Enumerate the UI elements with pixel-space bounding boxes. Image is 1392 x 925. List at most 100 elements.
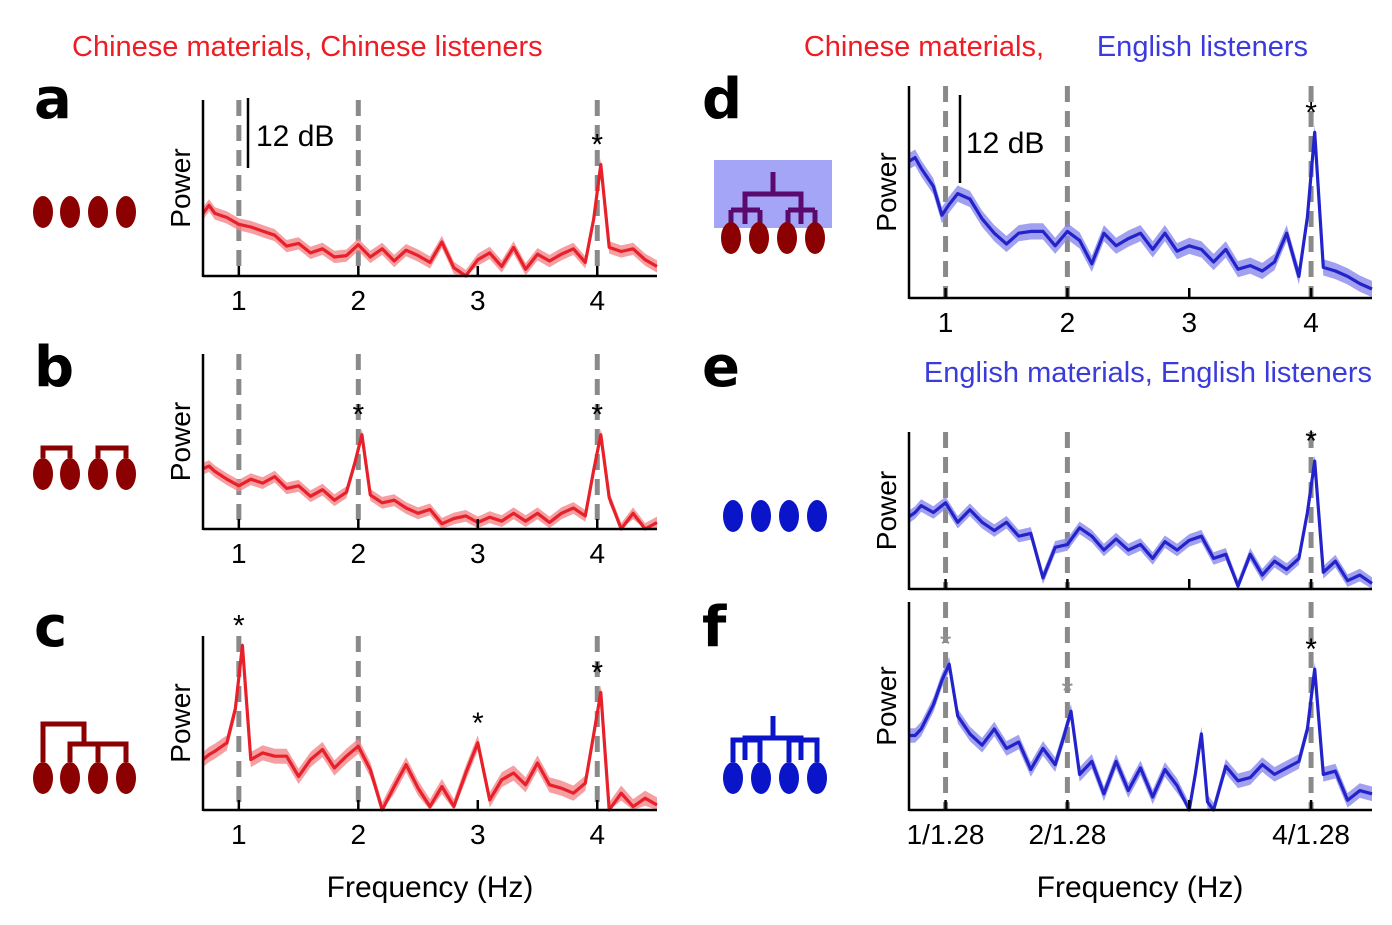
confidence-band xyxy=(203,642,657,810)
x-tick-label: 1 xyxy=(231,819,247,850)
header-panel-e: English materials, English listeners xyxy=(924,357,1372,389)
x-tick-label: 3 xyxy=(470,819,486,850)
panel-letter-b: b xyxy=(34,335,74,400)
syllable-oval xyxy=(777,222,797,254)
syllable-oval xyxy=(779,500,799,532)
syllable-oval xyxy=(807,500,827,532)
power-spectrum-line xyxy=(201,643,658,812)
x-tick-label: 1 xyxy=(231,538,247,569)
syllable-oval xyxy=(88,458,108,490)
y-axis-label: Power xyxy=(871,471,902,550)
syllable-oval xyxy=(88,196,108,228)
spectrum-panel-e: Power * xyxy=(871,425,1373,591)
syllable-sequence-icon xyxy=(33,196,136,228)
syllable-oval xyxy=(751,500,771,532)
confidence-band xyxy=(909,656,1372,810)
syllable-oval xyxy=(723,762,743,794)
y-axis-label: Power xyxy=(165,402,196,481)
significance-star: * xyxy=(591,128,603,161)
significance-star: * xyxy=(472,707,484,740)
significance-star: * xyxy=(1062,675,1074,708)
x-axis-label-left: Frequency (Hz) xyxy=(327,871,534,904)
header-right-listeners: English listeners xyxy=(1097,31,1308,63)
x-tick-label: 2/1.28 xyxy=(1028,819,1106,850)
syllable-oval xyxy=(60,762,80,794)
panel-letter-d: d xyxy=(702,67,742,132)
tree-branch xyxy=(40,721,129,762)
x-tick-label: 4 xyxy=(589,285,605,316)
x-tick-label: 3 xyxy=(470,285,486,316)
x-tick-label: 1 xyxy=(231,285,247,316)
power-spectrum-line xyxy=(202,433,658,531)
syllable-oval xyxy=(721,222,741,254)
x-tick-label: 4 xyxy=(1303,307,1319,338)
sentence-tree-icon xyxy=(33,721,136,794)
y-axis-label: Power xyxy=(165,683,196,762)
spectrum-panel-c: 1 2 3 4 Power * * * xyxy=(165,609,658,850)
syllable-oval xyxy=(723,500,743,532)
confidence-band xyxy=(909,454,1372,589)
syllable-oval xyxy=(751,762,771,794)
power-spectrum-line xyxy=(908,130,1373,291)
header-left: Chinese materials, Chinese listeners xyxy=(72,31,543,63)
x-tick-label: 4 xyxy=(589,538,605,569)
syllable-oval xyxy=(33,458,53,490)
significance-star: * xyxy=(1305,96,1317,129)
x-tick-label: 2 xyxy=(1060,307,1076,338)
syllable-oval xyxy=(33,196,53,228)
sentence-tree-blue-icon xyxy=(723,716,827,794)
power-spectrum-line xyxy=(201,162,658,278)
significance-star: * xyxy=(591,656,603,689)
significance-star: * xyxy=(233,609,245,642)
power-spectrum-line xyxy=(909,662,1373,812)
spectrum-panel-a: 1 2 3 4 Power * 12 dB xyxy=(165,98,658,316)
phrase-pairs-icon xyxy=(33,445,136,490)
panel-letter-a: a xyxy=(34,67,72,132)
syllable-oval xyxy=(33,762,53,794)
x-tick-label: 1/1.28 xyxy=(907,819,985,850)
syllable-oval xyxy=(805,222,825,254)
syllable-oval xyxy=(60,458,80,490)
panel-letter-c: c xyxy=(34,595,67,660)
x-tick-label: 4 xyxy=(589,819,605,850)
x-tick-label: 4/1.28 xyxy=(1272,819,1350,850)
x-axis-label-right: Frequency (Hz) xyxy=(1037,871,1244,904)
pair-branch xyxy=(40,445,129,458)
panel-letter-f: f xyxy=(702,595,727,660)
y-axis-label: Power xyxy=(165,148,196,227)
syllable-sequence-blue-icon xyxy=(723,500,827,532)
syllable-oval xyxy=(60,196,80,228)
highlighted-tree-icon xyxy=(714,160,832,254)
tree-branch xyxy=(728,172,818,224)
spectrum-panel-b: 1 2 3 4 Power * * xyxy=(165,354,658,569)
scale-bar-label: 12 dB xyxy=(966,127,1044,160)
scale-bar-label: 12 dB xyxy=(256,120,334,153)
x-tick-label: 1 xyxy=(938,307,954,338)
header-right-materials: Chinese materials, xyxy=(804,31,1044,63)
spectrum-panel-f: 1/1.28 2/1.28 4/1.28 Power * * * xyxy=(871,602,1373,850)
syllable-oval xyxy=(88,762,108,794)
x-tick-label: 2 xyxy=(351,819,367,850)
x-tick-label: 3 xyxy=(1181,307,1197,338)
significance-star: * xyxy=(940,628,952,661)
x-tick-label: 2 xyxy=(351,538,367,569)
significance-star: * xyxy=(352,399,364,432)
tree-branch xyxy=(730,716,820,762)
syllable-oval xyxy=(116,762,136,794)
syllable-oval xyxy=(807,762,827,794)
spectrum-panel-d: 1 2 3 4 Power * 12 dB xyxy=(871,86,1373,338)
y-axis-label: Power xyxy=(871,152,902,231)
syllable-oval xyxy=(116,458,136,490)
syllable-oval xyxy=(116,196,136,228)
confidence-band xyxy=(203,158,657,276)
significance-star: * xyxy=(1305,425,1317,458)
panel-letter-e: e xyxy=(702,335,740,400)
y-axis-label: Power xyxy=(871,666,902,745)
significance-star: * xyxy=(1305,633,1317,666)
syllable-oval xyxy=(749,222,769,254)
x-tick-label: 2 xyxy=(351,285,367,316)
power-spectrum-line xyxy=(908,459,1373,588)
syllable-oval xyxy=(779,762,799,794)
significance-star: * xyxy=(591,399,603,432)
